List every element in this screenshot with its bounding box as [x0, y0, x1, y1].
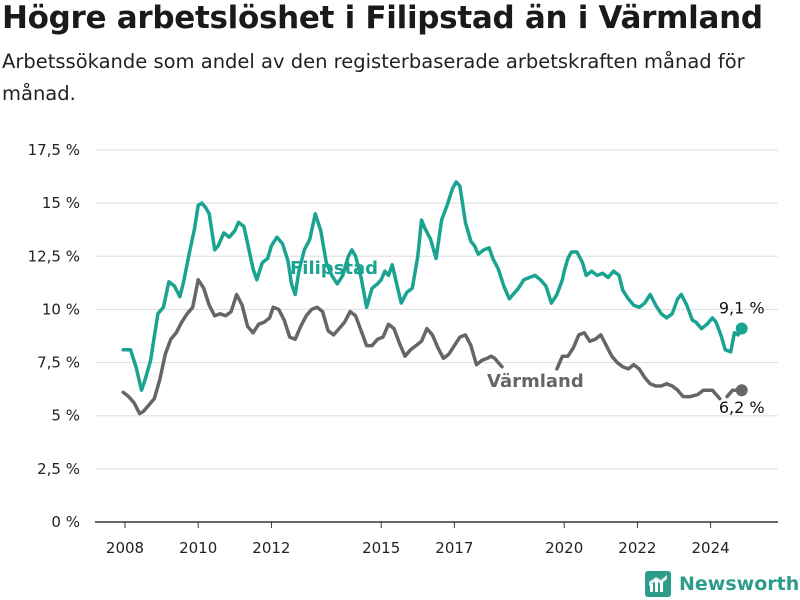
chart-subtitle: Arbetssökande som andel av den registerb…	[2, 50, 745, 105]
filipstad-end-point	[735, 322, 748, 335]
y-tick-label: 7,5 %	[37, 354, 80, 372]
y-axis-ticks: 0 % 2,5 % 5 % 7,5 % 10 % 12,5 % 15 % 17,5 %	[28, 141, 80, 531]
filipstad-series-line	[121, 180, 744, 392]
y-tick-label: 15 %	[42, 194, 80, 212]
newsworthy-logo-text: Newsworthy	[679, 573, 800, 595]
varmland-series-label: Värmland	[487, 371, 584, 392]
y-tick-label: 12,5 %	[28, 247, 80, 265]
newsworthy-logo-icon	[645, 571, 671, 597]
filipstad-series-label: Filipstad	[290, 258, 378, 279]
varmland-end-value-label: 6,2 %	[719, 398, 765, 417]
y-tick-label: 2,5 %	[37, 460, 80, 478]
y-tick-label: 5 %	[51, 407, 80, 425]
x-tick-label: 2022	[618, 539, 656, 557]
x-tick-label: 2008	[106, 539, 144, 557]
series-labels: Filipstad 9,1 % Värmland 6,2 %	[290, 258, 765, 417]
y-tick-label: 0 %	[51, 513, 80, 531]
chart-title: Högre arbetslöshet i Filipstad än i Värm…	[2, 0, 763, 36]
x-tick-label: 2020	[545, 539, 583, 557]
x-tick-label: 2017	[435, 539, 473, 557]
grid-lines	[95, 149, 778, 523]
varmland-series-line	[555, 331, 722, 401]
filipstad-end-value-label: 9,1 %	[719, 299, 765, 318]
x-tick-label: 2010	[179, 539, 217, 557]
newsworthy-logo: Newsworthy	[645, 569, 800, 599]
y-tick-label: 10 %	[42, 300, 80, 318]
varmland-end-point	[735, 384, 748, 397]
series-lines	[121, 180, 748, 416]
y-tick-label: 17,5 %	[28, 141, 80, 159]
varmland-series-line	[121, 277, 504, 416]
x-tick-label: 2012	[252, 539, 290, 557]
x-tick-label: 2015	[362, 539, 400, 557]
x-axis: 2008 2010 2012 2015 2017 2020 2022 2024	[106, 522, 730, 557]
x-tick-label: 2024	[692, 539, 730, 557]
